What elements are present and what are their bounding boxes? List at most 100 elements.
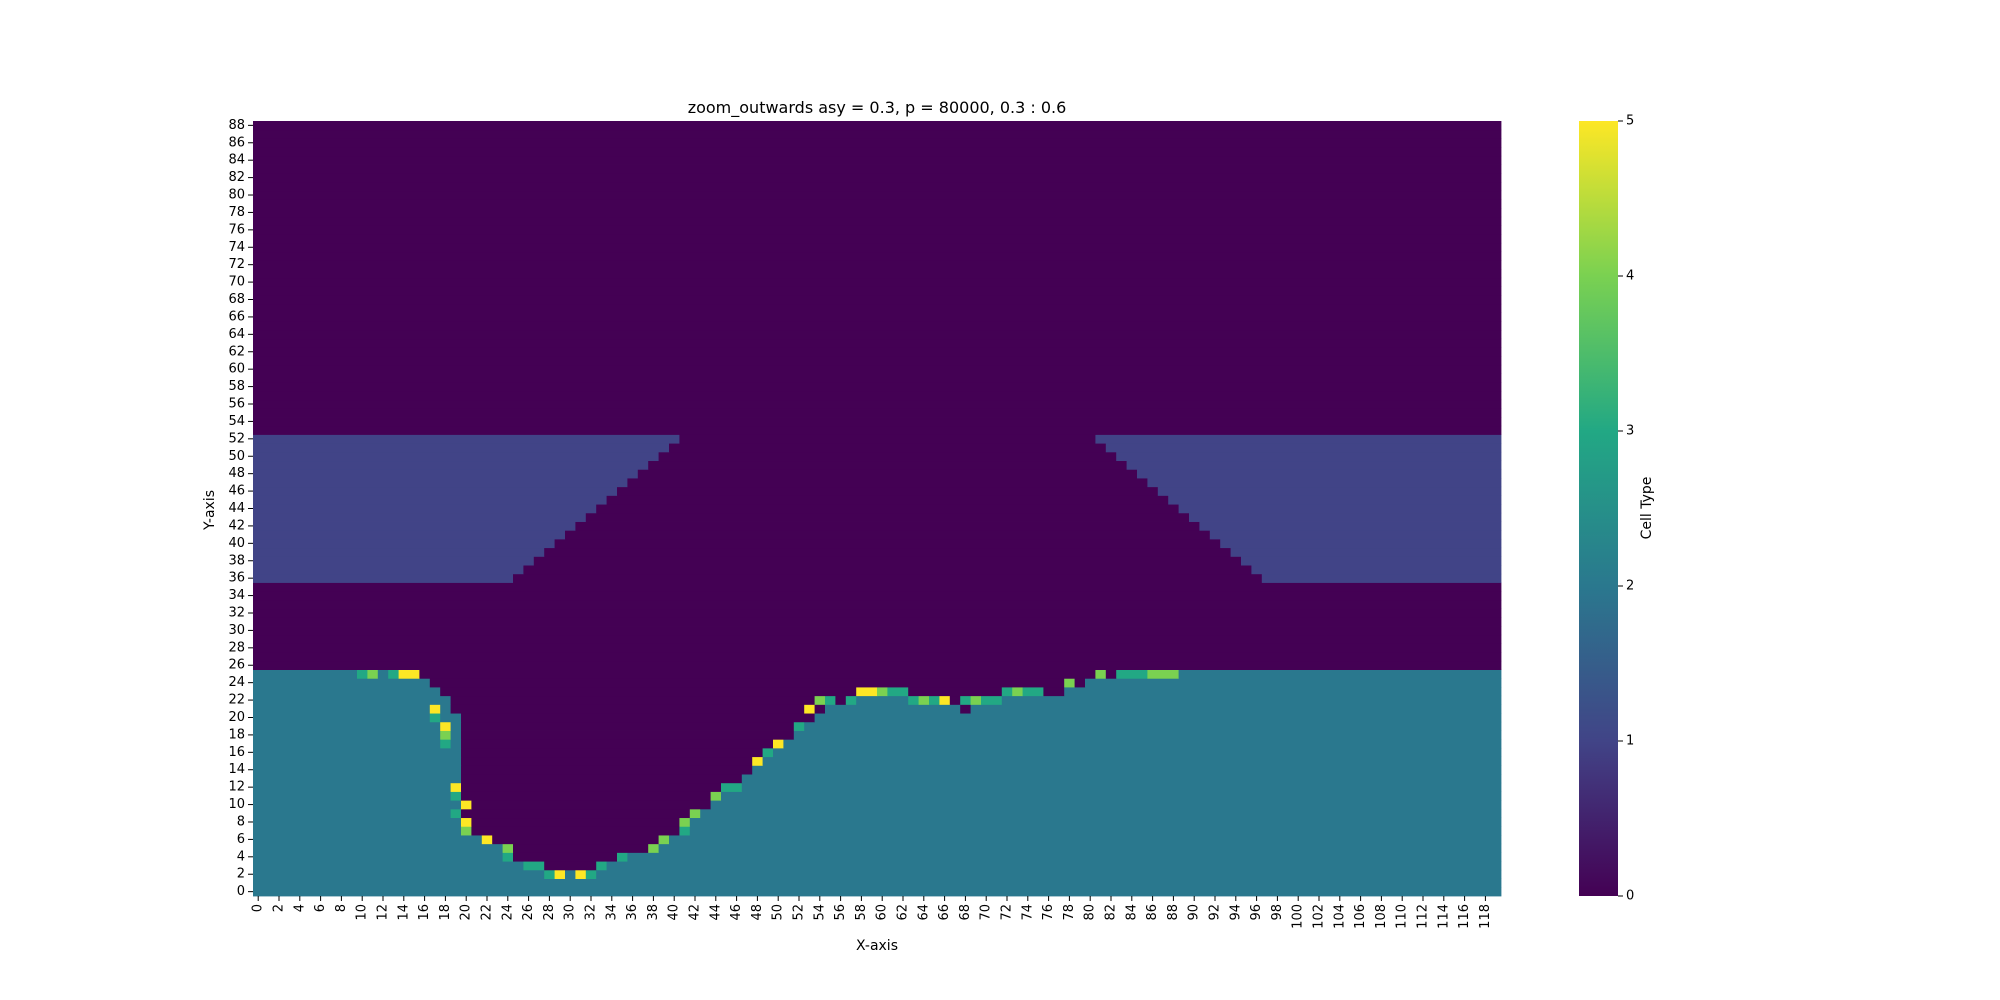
heatmap-cell: [679, 826, 691, 836]
heatmap-cell: [253, 277, 1502, 287]
heatmap-cell: [461, 782, 722, 792]
heatmap-cell: [461, 765, 753, 775]
heatmap-cell: [471, 826, 680, 836]
colorbar-tick-label: 4: [1626, 269, 1634, 284]
y-tick-label: 62: [228, 344, 245, 359]
heatmap-cell: [689, 826, 1502, 836]
heatmap-cell: [960, 704, 971, 714]
heatmap-cell: [253, 678, 431, 688]
y-tick-label: 56: [228, 397, 245, 412]
heatmap-cell: [253, 269, 1502, 279]
heatmap-cell: [253, 599, 1502, 610]
heatmap-cell: [253, 582, 1502, 592]
y-tick-label: 42: [228, 518, 245, 533]
y-tick-label: 46: [228, 484, 245, 499]
heatmap-cell: [253, 303, 1502, 313]
x-tick-label: 56: [833, 904, 848, 921]
heatmap-cell: [253, 721, 441, 731]
heatmap-cell: [253, 660, 1502, 670]
heatmap-cell: [1105, 443, 1502, 453]
heatmap-cell: [253, 756, 462, 766]
heatmap-cell: [658, 835, 670, 845]
heatmap-cell: [793, 721, 805, 731]
x-tick-label: 44: [708, 904, 723, 921]
y-tick-label: 86: [228, 135, 245, 150]
heatmap-cell: [814, 704, 826, 714]
y-tick-label: 84: [228, 153, 245, 168]
heatmap-cell: [253, 878, 1502, 888]
x-tick-label: 34: [604, 904, 619, 921]
heatmap-cell: [253, 739, 441, 749]
heatmap-cell: [253, 321, 1502, 331]
heatmap-cell: [253, 390, 1502, 401]
heatmap-cell: [814, 695, 826, 705]
x-axis-label: X-axis: [856, 938, 898, 954]
heatmap-cell: [606, 495, 1169, 505]
y-tick-label: 38: [228, 553, 245, 568]
heatmap-cell: [440, 730, 451, 740]
heatmap-cell: [617, 852, 628, 862]
heatmap-cell: [1012, 687, 1023, 697]
heatmap-cell: [253, 234, 1502, 244]
heatmap-cell: [523, 861, 545, 871]
heatmap-cell: [253, 713, 431, 723]
heatmap-cell: [253, 643, 1502, 653]
heatmap-cell: [450, 730, 462, 740]
heatmap-cell: [253, 199, 1502, 209]
y-tick-label: 58: [228, 379, 245, 394]
x-tick-label: 0: [251, 904, 266, 912]
heatmap-cell: [253, 747, 462, 758]
heatmap-cell: [492, 835, 659, 845]
x-tick-label: 114: [1436, 904, 1451, 929]
x-tick-label: 76: [1041, 904, 1056, 921]
x-tick-label: 74: [1020, 904, 1035, 921]
heatmap-cell: [741, 774, 1502, 784]
y-tick-label: 12: [228, 780, 245, 795]
heatmap-cell: [856, 687, 878, 697]
heatmap-cell: [253, 669, 358, 679]
heatmap-cell: [523, 565, 1252, 575]
heatmap-cell: [762, 747, 774, 758]
x-tick-label: 12: [376, 904, 391, 921]
heatmap-cell: [253, 190, 1502, 200]
colorbar-tick-label: 0: [1626, 889, 1634, 904]
heatmap-cell: [253, 216, 1502, 226]
heatmap-cell: [450, 791, 462, 801]
heatmap-cell: [1116, 451, 1502, 462]
x-tick-label: 58: [854, 904, 869, 921]
heatmap-cell: [253, 181, 1502, 192]
heatmap-cell: [253, 782, 451, 792]
heatmap-cell: [253, 800, 462, 810]
heatmap-cell: [908, 687, 1003, 697]
heatmap-cell: [752, 765, 1502, 775]
y-tick-label: 74: [228, 240, 245, 255]
x-tick-label: 18: [438, 904, 453, 921]
heatmap-cell: [856, 695, 909, 705]
heatmap-cell: [253, 251, 1502, 261]
heatmap-cell: [253, 565, 524, 575]
heatmap-cell: [637, 469, 1138, 479]
y-tick-label: 8: [237, 814, 245, 829]
heatmap-cell: [253, 329, 1502, 340]
x-tick-label: 22: [480, 904, 495, 921]
heatmap-cell: [471, 800, 711, 810]
heatmap-cell: [710, 791, 722, 801]
x-tick-label: 88: [1166, 904, 1181, 921]
x-tick-label: 46: [729, 904, 744, 921]
heatmap-cell: [450, 695, 815, 705]
heatmap-cell: [1105, 669, 1117, 679]
heatmap-cell: [585, 512, 1190, 522]
x-tick-label: 72: [1000, 904, 1015, 921]
heatmap-cell: [835, 695, 847, 705]
heatmap-cell: [450, 721, 462, 731]
heatmap-cell: [689, 817, 1502, 827]
x-tick-label: 26: [521, 904, 536, 921]
heatmap-cell: [450, 704, 805, 714]
heatmap-cell: [461, 817, 472, 827]
y-tick-label: 26: [228, 658, 245, 673]
heatmap-cell: [253, 356, 1502, 366]
heatmap-cell: [253, 225, 1502, 235]
x-tick-label: 60: [875, 904, 890, 921]
heatmap-cell: [1157, 486, 1502, 496]
colorbar-label: Cell Type: [1639, 477, 1655, 540]
